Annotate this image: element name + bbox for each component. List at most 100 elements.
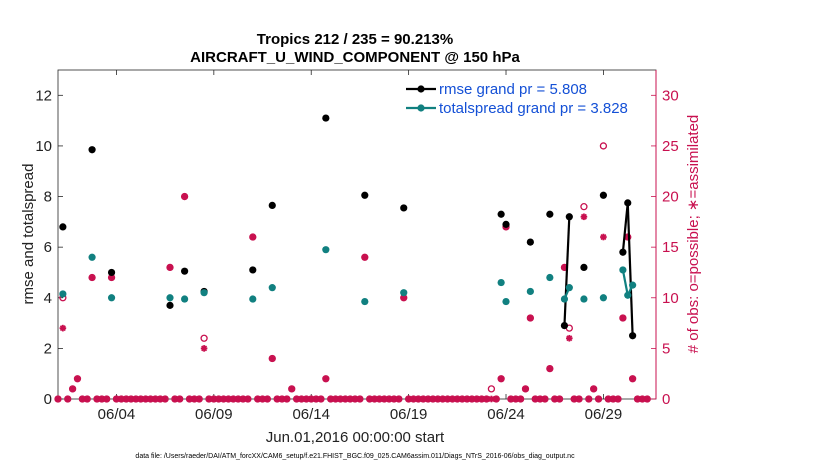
obs-assimilated-zero-marker (356, 395, 364, 403)
obs-assimilated-marker (200, 345, 208, 352)
obs-assimilated-marker (88, 274, 96, 281)
obs-assimilated-zero-marker (478, 395, 485, 403)
obs-assimilated-zero-marker (122, 395, 130, 403)
obs-assimilated-zero-marker (419, 395, 427, 403)
totalspread-point (497, 278, 505, 287)
obs-assim-stroke (551, 395, 558, 403)
obs-assim-stroke (507, 395, 514, 403)
obs-assimilated-zero-marker (64, 395, 72, 403)
obs-assimilated-zero-marker (152, 395, 159, 403)
obs-assim-stroke (79, 395, 86, 403)
obs-assimilated-marker (600, 233, 607, 241)
obs-assim-stroke (89, 274, 96, 281)
obs-assimilated-zero-marker (585, 395, 593, 403)
obs-assim-stroke (118, 395, 125, 403)
obs-assimilated-zero-marker (541, 395, 549, 403)
obs-assim-stroke (566, 335, 573, 342)
obs-assim-stroke (556, 395, 563, 403)
obs-assim-stroke (576, 395, 583, 403)
obs-assimilated-zero-marker (225, 395, 232, 403)
obs-assim-stroke (244, 395, 251, 403)
totalspread-line-segment (621, 269, 629, 296)
obs-assim-stroke (376, 395, 383, 403)
rmse-point (88, 146, 96, 154)
obs-assim-stroke (186, 395, 193, 403)
obs-assim-stroke (541, 395, 549, 403)
legend-rmse-label: rmse grand pr = 5.808 (439, 81, 587, 98)
obs-assimilated-zero-marker (614, 395, 622, 403)
data-marks (54, 114, 651, 403)
obs-assim-stroke (493, 395, 500, 403)
obs-assim-stroke (317, 395, 325, 403)
obs-assimilated-zero-marker (395, 395, 403, 403)
totalspread-point (619, 266, 627, 274)
y-tick-label-left: 10 (35, 138, 52, 155)
obs-assimilated-zero-marker (273, 395, 281, 403)
obs-assim-stroke (512, 395, 519, 403)
obs-assim-stroke (420, 395, 427, 403)
obs-assimilated-zero-marker (312, 395, 320, 403)
rmse-point (502, 220, 510, 228)
obs-assim-stroke (517, 395, 524, 403)
obs-assimilated-marker (249, 233, 257, 241)
chart-labels: Tropics 212 / 235 = 90.213% AIRCRAFT_U_W… (20, 31, 702, 460)
obs-assim-stroke (93, 395, 100, 403)
obs-assim-stroke (342, 395, 349, 403)
obs-assim-stroke (639, 395, 646, 403)
obs-assim-stroke (459, 395, 466, 403)
obs-assim-stroke (644, 395, 651, 403)
x-tick-label: 06/29 (585, 406, 623, 423)
totalspread-point (502, 297, 510, 306)
obs-assim-stroke (532, 395, 539, 403)
totalspread-point (322, 246, 330, 254)
obs-assimilated-marker (580, 213, 588, 221)
obs-assimilated-zero-marker (307, 395, 315, 403)
totalspread-point (629, 281, 637, 289)
obs-assimilated-marker (74, 375, 81, 383)
obs-assimilated-zero-marker (575, 395, 583, 403)
obs-assimilated-zero-marker (176, 395, 184, 403)
obs-assim-stroke (103, 395, 110, 403)
chart-title-line2: AIRCRAFT_U_WIND_COMPONENT @ 150 hPa (190, 49, 520, 66)
obs-assim-stroke (605, 395, 612, 403)
obs-assim-stroke (230, 395, 237, 403)
obs-assim-stroke (483, 395, 490, 403)
obs-assim-stroke (303, 395, 310, 403)
rmse-point (565, 213, 573, 221)
obs-assimilated-zero-marker (244, 395, 252, 403)
obs-assim-stroke (337, 395, 344, 403)
obs-assimilated-marker (181, 193, 188, 200)
obs-assimilated-marker (522, 385, 529, 393)
obs-assim-stroke (108, 274, 115, 281)
obs-assim-stroke (429, 395, 437, 403)
obs-assim-stroke (69, 385, 76, 392)
obs-assim-stroke (478, 395, 485, 403)
obs-assim-stroke (137, 395, 144, 403)
obs-assim-stroke (147, 395, 154, 403)
rmse-point (580, 263, 588, 271)
rmse-line-segment (621, 202, 629, 253)
obs-assim-stroke (410, 395, 417, 403)
totalspread-point (624, 291, 632, 299)
rmse-point (166, 301, 174, 309)
obs-assim-stroke (128, 395, 135, 403)
obs-assim-stroke (595, 395, 602, 403)
obs-assim-stroke (527, 314, 534, 322)
obs-assimilated-zero-marker (488, 395, 495, 403)
obs-assimilated-marker (69, 385, 76, 393)
rmse-point (361, 191, 369, 199)
rmse-point (249, 266, 257, 274)
obs-assim-stroke (634, 395, 641, 403)
obs-assim-stroke (614, 395, 622, 403)
obs-assim-stroke (580, 213, 587, 220)
obs-assim-stroke (629, 375, 636, 382)
obs-assim-stroke (123, 395, 130, 403)
axis-ticks: 06/04 06/09 06/14 06/19 06/24 06/29 0 2 4 6 8 10 12 0… (35, 70, 679, 423)
obs-assim-stroke (439, 395, 446, 403)
obs-assim-stroke (269, 355, 276, 362)
rmse-line-segment (626, 202, 634, 336)
obs-possible-marker (200, 334, 208, 342)
obs-assim-stroke (590, 385, 597, 392)
obs-assimilated-marker (59, 324, 67, 332)
obs-assimilated-zero-marker (283, 395, 291, 403)
